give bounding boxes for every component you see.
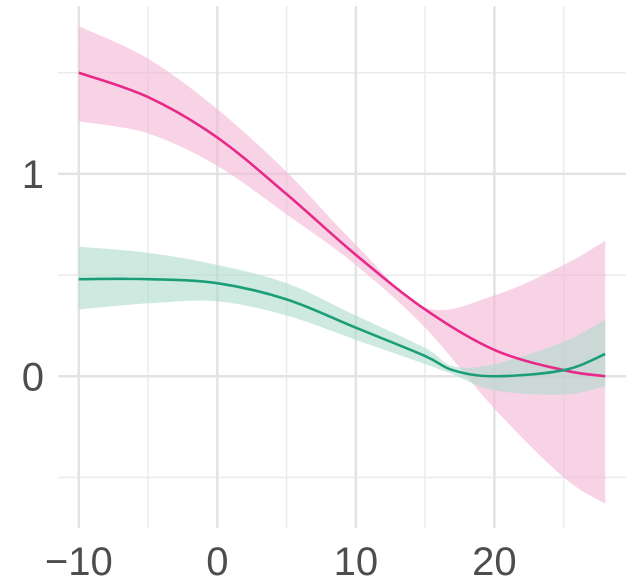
- series-lines: [78, 71, 606, 378]
- x-tick-label: 20: [472, 540, 517, 582]
- confidence-band-1: [78, 26, 606, 504]
- x-tick-label: 0: [206, 540, 228, 582]
- x-tick-label: 10: [334, 540, 379, 582]
- tick-labels: −10 0 10 20 0 1: [22, 153, 517, 582]
- confidence-bands: [78, 26, 606, 504]
- x-tick-label: −10: [45, 540, 113, 582]
- series-line-1: [78, 71, 606, 378]
- series-line-2: [78, 277, 606, 378]
- y-tick-label: 1: [22, 153, 44, 197]
- y-tick-label: 0: [22, 355, 44, 399]
